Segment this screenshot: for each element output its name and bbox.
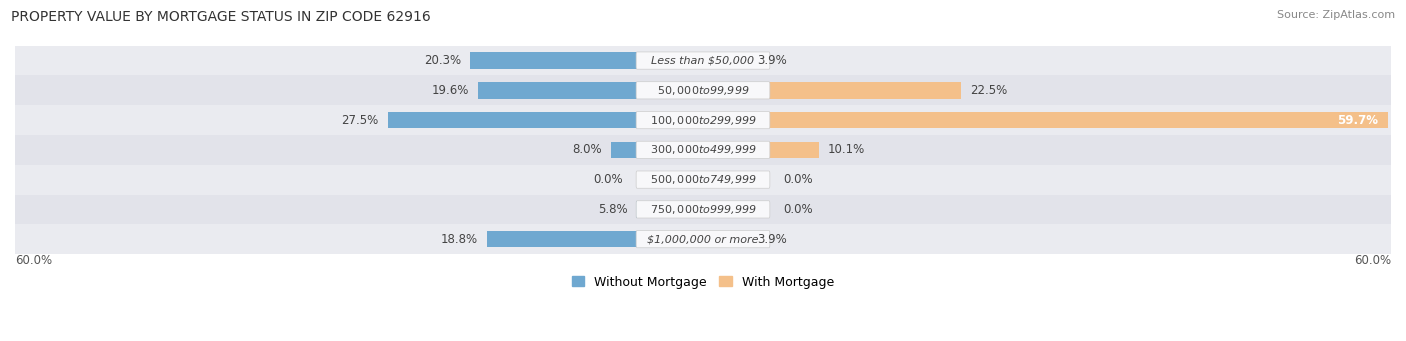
Text: 18.8%: 18.8% xyxy=(441,233,478,246)
Text: Source: ZipAtlas.com: Source: ZipAtlas.com xyxy=(1277,10,1395,20)
Bar xyxy=(15,165,1391,194)
Bar xyxy=(470,53,703,69)
Text: 5.8%: 5.8% xyxy=(598,203,627,216)
Bar xyxy=(15,46,1391,75)
Text: $300,000 to $499,999: $300,000 to $499,999 xyxy=(650,143,756,157)
FancyBboxPatch shape xyxy=(636,201,770,218)
Bar xyxy=(15,224,1391,254)
FancyBboxPatch shape xyxy=(636,141,770,159)
Text: 60.0%: 60.0% xyxy=(1354,254,1391,267)
Text: 19.6%: 19.6% xyxy=(432,84,470,97)
FancyBboxPatch shape xyxy=(636,82,770,99)
Text: 27.5%: 27.5% xyxy=(342,114,378,127)
Bar xyxy=(488,231,703,247)
Bar xyxy=(703,142,818,158)
Text: 3.9%: 3.9% xyxy=(756,54,786,67)
Bar xyxy=(388,112,703,128)
FancyBboxPatch shape xyxy=(636,231,770,248)
Text: $500,000 to $749,999: $500,000 to $749,999 xyxy=(650,173,756,186)
Bar xyxy=(703,53,748,69)
Bar xyxy=(15,194,1391,224)
Bar xyxy=(478,82,703,99)
FancyBboxPatch shape xyxy=(636,171,770,188)
Bar xyxy=(612,142,703,158)
Text: 20.3%: 20.3% xyxy=(425,54,461,67)
Bar xyxy=(703,231,748,247)
Bar xyxy=(15,75,1391,105)
Text: $750,000 to $999,999: $750,000 to $999,999 xyxy=(650,203,756,216)
FancyBboxPatch shape xyxy=(636,52,770,69)
Text: 59.7%: 59.7% xyxy=(1337,114,1378,127)
Bar xyxy=(637,201,703,218)
Text: 8.0%: 8.0% xyxy=(572,143,602,157)
Text: 10.1%: 10.1% xyxy=(828,143,865,157)
Bar xyxy=(15,135,1391,165)
Text: $50,000 to $99,999: $50,000 to $99,999 xyxy=(657,84,749,97)
Bar xyxy=(15,105,1391,135)
Text: $1,000,000 or more: $1,000,000 or more xyxy=(647,234,759,244)
Text: 0.0%: 0.0% xyxy=(783,203,813,216)
Text: 0.0%: 0.0% xyxy=(783,173,813,186)
Text: PROPERTY VALUE BY MORTGAGE STATUS IN ZIP CODE 62916: PROPERTY VALUE BY MORTGAGE STATUS IN ZIP… xyxy=(11,10,432,24)
Text: $100,000 to $299,999: $100,000 to $299,999 xyxy=(650,114,756,127)
Bar xyxy=(703,82,960,99)
Text: 3.9%: 3.9% xyxy=(756,233,786,246)
Legend: Without Mortgage, With Mortgage: Without Mortgage, With Mortgage xyxy=(567,271,839,294)
Bar xyxy=(703,112,1388,128)
Text: 0.0%: 0.0% xyxy=(593,173,623,186)
Text: 60.0%: 60.0% xyxy=(15,254,52,267)
Text: Less than $50,000: Less than $50,000 xyxy=(651,56,755,65)
FancyBboxPatch shape xyxy=(636,112,770,129)
Text: 22.5%: 22.5% xyxy=(970,84,1008,97)
